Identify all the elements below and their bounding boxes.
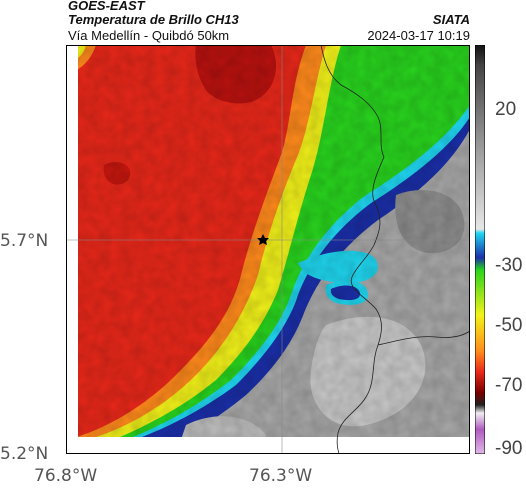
brightness-temperature-map bbox=[66, 45, 470, 454]
admin-border bbox=[320, 45, 385, 454]
y-axis-tick: 5.2°N bbox=[0, 444, 49, 464]
timestamp-label: 2024-03-17 10:19 bbox=[367, 28, 470, 43]
colorbar-tick: -90 bbox=[495, 438, 523, 459]
location-star-icon bbox=[257, 234, 269, 245]
colorbar-tick: 20 bbox=[495, 99, 517, 120]
product-title: Temperatura de Brillo CH13 bbox=[68, 12, 239, 27]
x-axis-tick: 76.8°W bbox=[34, 466, 98, 486]
colorbar-tick: -30 bbox=[495, 255, 523, 276]
y-axis-tick: 5.7°N bbox=[0, 231, 49, 251]
x-axis-tick: 76.3°W bbox=[249, 466, 313, 486]
colorbar bbox=[475, 45, 485, 454]
colorbar-tick: -70 bbox=[495, 375, 523, 396]
region-label: Vía Medellín - Quibdó 50km bbox=[68, 28, 230, 43]
colorbar-tick: -50 bbox=[495, 315, 523, 336]
org-label: SIATA bbox=[432, 12, 470, 27]
satellite-name: GOES-EAST bbox=[68, 0, 145, 13]
